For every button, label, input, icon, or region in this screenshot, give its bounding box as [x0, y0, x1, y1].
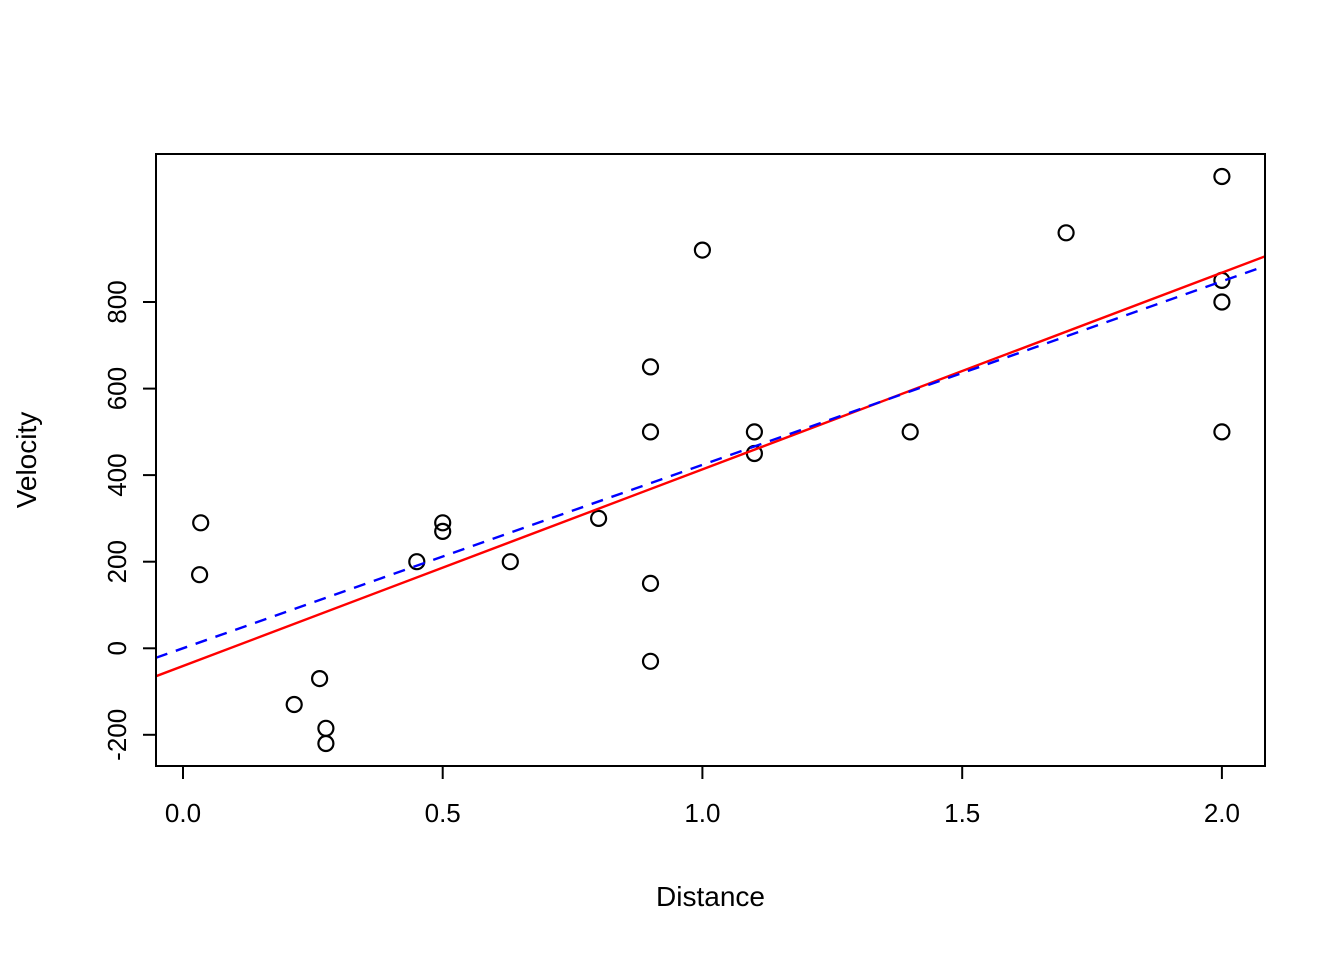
data-point: [901, 423, 919, 441]
data-point: [1213, 167, 1231, 186]
data-point: [191, 566, 209, 584]
x-tick-label: 2.0: [1204, 798, 1240, 828]
data-point: [434, 514, 452, 532]
data-point: [641, 358, 660, 376]
data-point: [408, 553, 426, 571]
x-tick-label: 1.0: [684, 798, 720, 828]
y-tick-label: 0: [102, 641, 132, 655]
y-tick-label: 200: [102, 540, 132, 583]
data-point: [285, 695, 303, 714]
data-point: [434, 522, 452, 541]
data-point: [1213, 293, 1231, 311]
data-point: [693, 241, 712, 259]
blue-dashed-fit-line: [156, 264, 1265, 659]
x-axis-title: Distance: [656, 881, 765, 912]
y-tick-label: 800: [102, 280, 132, 323]
data-point: [501, 553, 519, 571]
y-tick-label: 400: [102, 453, 132, 496]
data-point: [192, 514, 210, 532]
x-tick-label: 1.5: [944, 798, 980, 828]
y-tick-label: -200: [102, 709, 132, 761]
data-point: [745, 423, 764, 441]
data-point: [317, 719, 335, 737]
plot-border: [155, 153, 1266, 767]
x-tick-label: 0.0: [165, 798, 201, 828]
x-tick-label: 0.5: [425, 798, 461, 828]
data-points: [191, 167, 1231, 753]
data-point: [641, 652, 660, 670]
data-point: [317, 734, 335, 753]
red-solid-fit-line: [156, 255, 1265, 678]
data-point: [1213, 423, 1231, 441]
data-point: [641, 574, 660, 593]
data-point: [1057, 224, 1075, 242]
y-axis-title: Velocity: [11, 412, 42, 509]
y-tick-label: 600: [102, 367, 132, 410]
data-point: [589, 509, 608, 528]
data-point: [641, 423, 660, 441]
data-point: [311, 669, 329, 688]
